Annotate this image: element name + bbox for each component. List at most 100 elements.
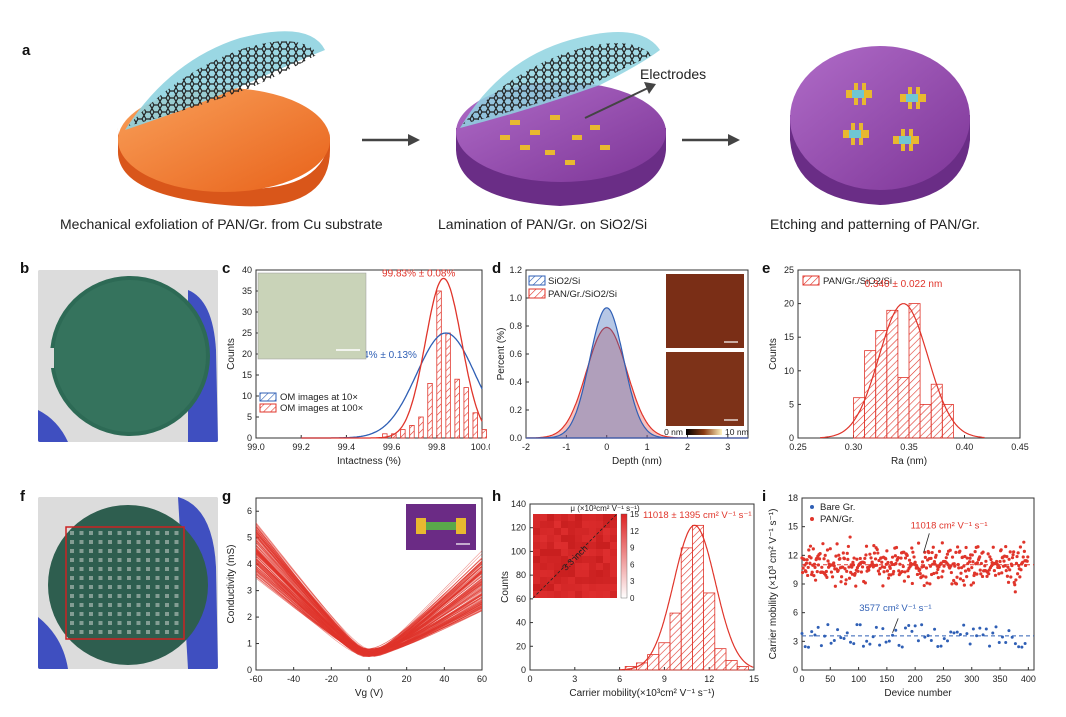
y-tick-label: 0.2 xyxy=(509,405,522,415)
map-cell xyxy=(533,563,540,570)
x-tick-label: 12 xyxy=(704,674,714,684)
device-array-cell xyxy=(127,585,131,589)
device-array-cell xyxy=(146,594,150,598)
map-cell xyxy=(547,535,554,542)
device-array-cell xyxy=(117,549,122,553)
data-point-bare-gr xyxy=(988,644,992,648)
x-tick-label: 350 xyxy=(993,674,1008,684)
map-cell xyxy=(589,563,596,570)
map-cell xyxy=(575,549,582,556)
device-array-cell xyxy=(79,549,84,553)
data-point-pan-gr xyxy=(1009,575,1013,579)
data-point-pan-gr xyxy=(1002,559,1006,563)
data-point-pan-gr xyxy=(818,551,822,556)
device-array-cell xyxy=(146,603,150,607)
device-array-cell xyxy=(165,540,169,544)
data-point-pan-gr xyxy=(903,556,908,560)
data-point-bare-gr xyxy=(1007,629,1011,633)
data-point-pan-gr xyxy=(844,578,848,582)
data-point-pan-gr xyxy=(1006,580,1011,584)
histogram-bar xyxy=(463,387,469,439)
device-array-cell xyxy=(117,531,122,535)
data-point-pan-gr xyxy=(922,564,926,568)
device-array-cell xyxy=(70,630,74,634)
map-cell xyxy=(533,535,540,542)
data-point-pan-gr xyxy=(910,546,914,550)
data-point-pan-gr xyxy=(845,551,849,555)
x-tick-label: 3 xyxy=(572,674,577,684)
data-point-pan-gr xyxy=(912,555,916,559)
map-cell xyxy=(554,521,561,528)
device-array-cell xyxy=(117,612,122,616)
x-tick-label: 300 xyxy=(964,674,979,684)
depth-distribution-chart: -2 -1 0 1 2 3 0.0 0.2 0.4 0.6 0.8 1.0 1.2 Depth (nm) P… xyxy=(496,265,749,467)
map-cell xyxy=(589,514,596,521)
map-cell xyxy=(561,535,568,542)
histogram-bar xyxy=(714,648,727,671)
data-point-bare-gr xyxy=(836,628,840,632)
map-cell xyxy=(568,528,575,535)
data-point-pan-gr xyxy=(973,550,977,554)
data-point-pan-gr xyxy=(817,557,822,561)
pan-graphene-film-laminating xyxy=(460,32,660,128)
map-cell xyxy=(589,521,596,528)
device-array-cell xyxy=(127,630,131,634)
device-array-cell xyxy=(98,549,103,553)
device-array-cell xyxy=(136,531,141,535)
data-point-pan-gr xyxy=(1013,590,1017,594)
colorbar-min-label: 0 nm xyxy=(664,427,683,437)
device-array-cell xyxy=(146,558,150,562)
map-cell xyxy=(568,563,575,570)
map-cell xyxy=(596,535,603,542)
map-cell xyxy=(554,591,561,598)
device-array-cell xyxy=(174,630,179,634)
device-array-cell xyxy=(117,630,122,634)
data-point-pan-gr xyxy=(841,565,845,569)
device-array-cell xyxy=(155,558,160,562)
data-point-pan-gr xyxy=(878,566,882,571)
mean-annotation-blue: 99.84% ± 0.13% xyxy=(344,350,417,361)
y-tick-label: 18 xyxy=(788,493,798,503)
x-tick-label: -40 xyxy=(287,674,300,684)
data-point-pan-gr xyxy=(1004,544,1008,549)
x-tick-label: -1 xyxy=(562,442,570,452)
map-cell xyxy=(610,542,617,549)
data-point-bare-gr xyxy=(845,631,849,635)
x-tick-label: 20 xyxy=(402,674,412,684)
map-cell xyxy=(547,542,554,549)
map-cell xyxy=(596,563,603,570)
legend-label: PAN/Gr./SiO2/Si xyxy=(548,289,617,300)
device-array-cell xyxy=(174,603,179,607)
data-point-pan-gr xyxy=(1021,555,1025,559)
data-point-pan-gr xyxy=(853,571,857,576)
map-cell xyxy=(561,514,568,521)
device-array-cell xyxy=(89,612,93,616)
data-point-pan-gr xyxy=(863,556,867,561)
device-array-cell xyxy=(79,531,84,535)
data-point-pan-gr xyxy=(807,548,811,552)
data-point-pan-gr xyxy=(959,571,963,575)
device-array-cell xyxy=(155,630,160,634)
data-point-pan-gr xyxy=(850,565,854,569)
data-point-pan-gr xyxy=(940,541,944,545)
data-point-pan-gr xyxy=(840,575,844,579)
data-point-pan-gr xyxy=(839,580,843,584)
data-point-pan-gr xyxy=(841,551,845,555)
afm-inset-top xyxy=(666,274,744,348)
map-cell xyxy=(533,570,540,577)
data-point-pan-gr xyxy=(1004,569,1008,573)
panel-label-c: c xyxy=(222,260,231,277)
device-array-cell xyxy=(79,540,84,544)
data-point-pan-gr xyxy=(845,569,849,573)
map-cell xyxy=(568,542,575,549)
map-cell xyxy=(575,556,582,563)
colorbar-tick-label: 6 xyxy=(630,560,635,569)
data-point-bare-gr xyxy=(874,625,878,629)
x-tick-label: 9 xyxy=(662,674,667,684)
x-tick-label: 40 xyxy=(439,674,449,684)
map-cell xyxy=(575,577,582,584)
histogram-bar xyxy=(680,547,693,671)
device-array-cell xyxy=(70,531,74,535)
data-point-pan-gr xyxy=(924,566,929,570)
data-point-pan-gr xyxy=(942,564,946,568)
